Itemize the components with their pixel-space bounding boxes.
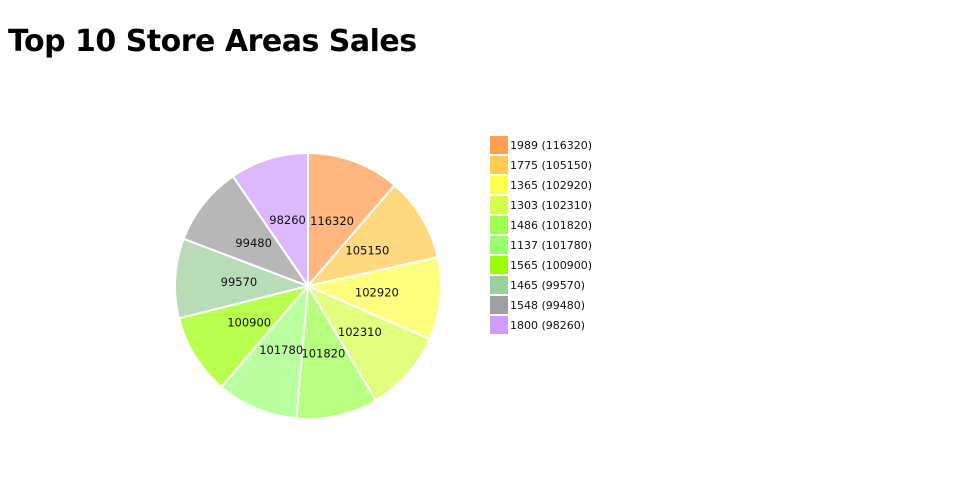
legend-label: 1486 (101820): [510, 218, 593, 232]
legend-label: 1465 (99570): [510, 278, 586, 292]
legend-item-1775: 1775 (105150): [490, 155, 592, 175]
pie-value-label: 98260: [269, 213, 306, 227]
legend-swatch: [490, 316, 508, 334]
legend-label: 1989 (116320): [510, 138, 593, 152]
legend-swatch: [490, 176, 508, 194]
legend-label: 1775 (105150): [510, 158, 593, 172]
legend-swatch: [490, 156, 508, 174]
pie-value-label: 101780: [259, 343, 303, 357]
legend-swatch: [490, 136, 508, 154]
pie-slice-1365: [304, 256, 442, 341]
pie-value-label: 116320: [310, 214, 354, 228]
legend-item-1365: 1365 (102920): [490, 175, 592, 195]
legend-item-1303: 1303 (102310): [490, 195, 592, 215]
pie-value-label: 105150: [345, 244, 389, 258]
pie-slice-1137: [220, 282, 310, 420]
legend-item-1989: 1989 (116320): [490, 135, 592, 155]
legend-swatch: [490, 196, 508, 214]
legend-label: 1303 (102310): [510, 198, 593, 212]
legend-label: 1565 (100900): [510, 258, 593, 272]
legend-item-1565: 1565 (100900): [490, 255, 592, 275]
legend-item-1137: 1137 (101780): [490, 235, 592, 255]
legend-item-1800: 1800 (98260): [490, 315, 592, 335]
legend-swatch: [490, 296, 508, 314]
pie-slice-1989: [307, 151, 397, 289]
pie-slice-1486: [295, 282, 378, 420]
pie-value-label: 99480: [235, 236, 272, 250]
legend-label: 1800 (98260): [510, 318, 586, 332]
pie-value-label: 101820: [301, 346, 345, 360]
legend-swatch: [490, 256, 508, 274]
pie-value-label: 100900: [227, 315, 271, 329]
legend-swatch: [490, 216, 508, 234]
legend-item-1465: 1465 (99570): [490, 275, 592, 295]
pie-value-label: 102310: [338, 325, 382, 339]
legend-swatch: [490, 236, 508, 254]
legend-label: 1365 (102920): [510, 178, 593, 192]
pie-slices: [174, 151, 442, 420]
chart-title: Top 10 Store Areas Sales: [8, 24, 417, 59]
pie-slice-1800: [231, 151, 309, 290]
pie-value-label: 102920: [355, 286, 399, 300]
pie-slice-1465: [174, 237, 312, 320]
legend-item-1548: 1548 (99480): [490, 295, 592, 315]
pie-slice-1303: [305, 283, 432, 402]
pie-slice-1775: [305, 183, 440, 288]
legend-swatch: [490, 276, 508, 294]
legend-label: 1548 (99480): [510, 298, 586, 312]
pie-value-label: 99570: [221, 275, 258, 289]
pie-slice-1548: [182, 174, 311, 289]
legend-item-1486: 1486 (101820): [490, 215, 592, 235]
legend-label: 1137 (101780): [510, 238, 593, 252]
legend: 1989 (116320) 1775 (105150) 1365 (102920) 1…: [490, 135, 592, 335]
